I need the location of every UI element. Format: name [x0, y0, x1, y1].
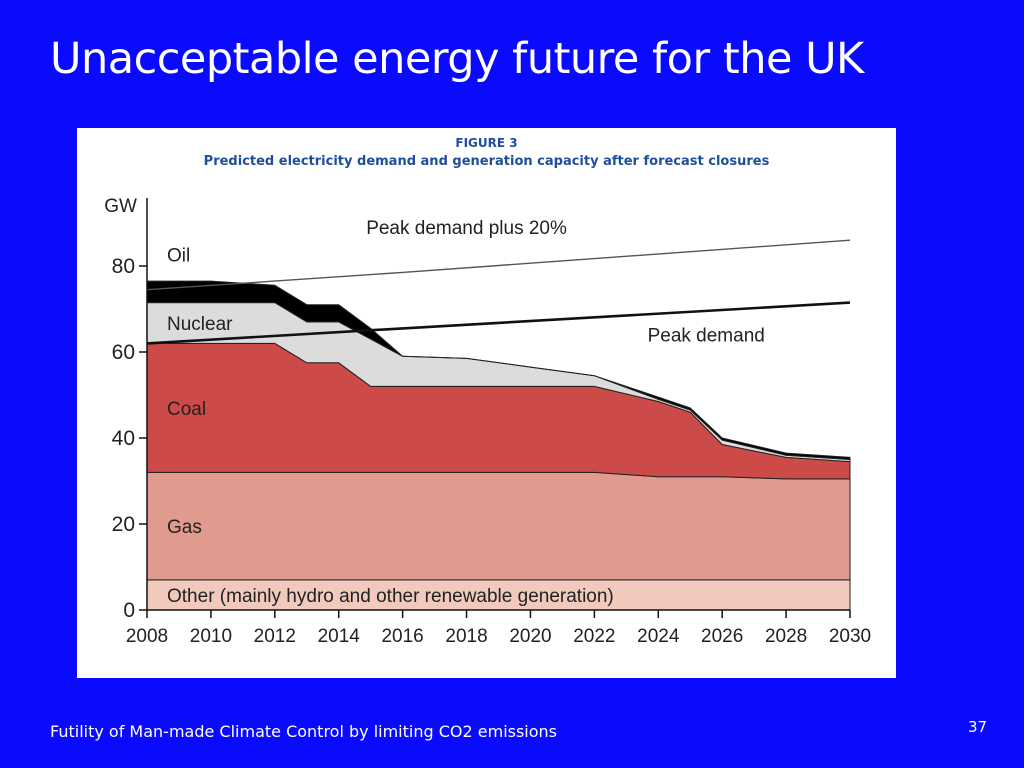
label-peak-demand-plus-20: Peak demand plus 20%: [366, 218, 567, 239]
x-tick-label: 2028: [765, 626, 807, 647]
stacked-area-chart: 0 20 40 60 80 GW 2008 2010 2012 2014 2016 2018 2020 2…: [104, 196, 871, 647]
x-tick-label: 2024: [637, 626, 680, 647]
y-tick-label: 20: [112, 513, 135, 536]
slide-number: 37: [968, 718, 988, 736]
y-tick-label: 40: [112, 427, 135, 450]
label-oil: Oil: [167, 246, 190, 267]
x-tick-label: 2010: [190, 626, 232, 647]
area-gas: [146, 471, 851, 581]
y-tick-label: 60: [112, 341, 135, 364]
figure-panel: FIGURE 3 Predicted electricity demand an…: [77, 128, 896, 678]
area-oil: [146, 280, 851, 461]
label-other: Other (mainly hydro and other renewable …: [167, 586, 614, 607]
y-tick-label: 0: [123, 599, 135, 622]
label-peak-demand: Peak demand: [648, 325, 765, 346]
line-peak-demand-plus-20: [146, 239, 851, 291]
y-tick-label: 80: [112, 255, 135, 278]
y-axis-label: GW: [104, 196, 137, 217]
slide-title: Unacceptable energy future for the UK: [50, 34, 864, 84]
x-tick-label: 2012: [254, 626, 296, 647]
x-tick-label: 2008: [126, 626, 168, 647]
label-gas: Gas: [167, 517, 202, 538]
figure-label: FIGURE 3: [455, 136, 518, 150]
x-tick-label: 2016: [381, 626, 423, 647]
label-nuclear: Nuclear: [167, 314, 233, 335]
slide-footer: Futility of Man-made Climate Control by …: [50, 722, 558, 741]
x-tick-label: 2014: [318, 626, 361, 647]
x-tick-label: 2020: [509, 626, 551, 647]
x-tick-label: 2026: [701, 626, 743, 647]
x-tick-label: 2022: [573, 626, 615, 647]
label-coal: Coal: [167, 399, 206, 420]
x-tick-label: 2018: [445, 626, 487, 647]
line-peak-demand: [146, 301, 851, 345]
figure-caption: Predicted electricity demand and generat…: [203, 154, 770, 169]
x-tick-label: 2030: [829, 626, 871, 647]
